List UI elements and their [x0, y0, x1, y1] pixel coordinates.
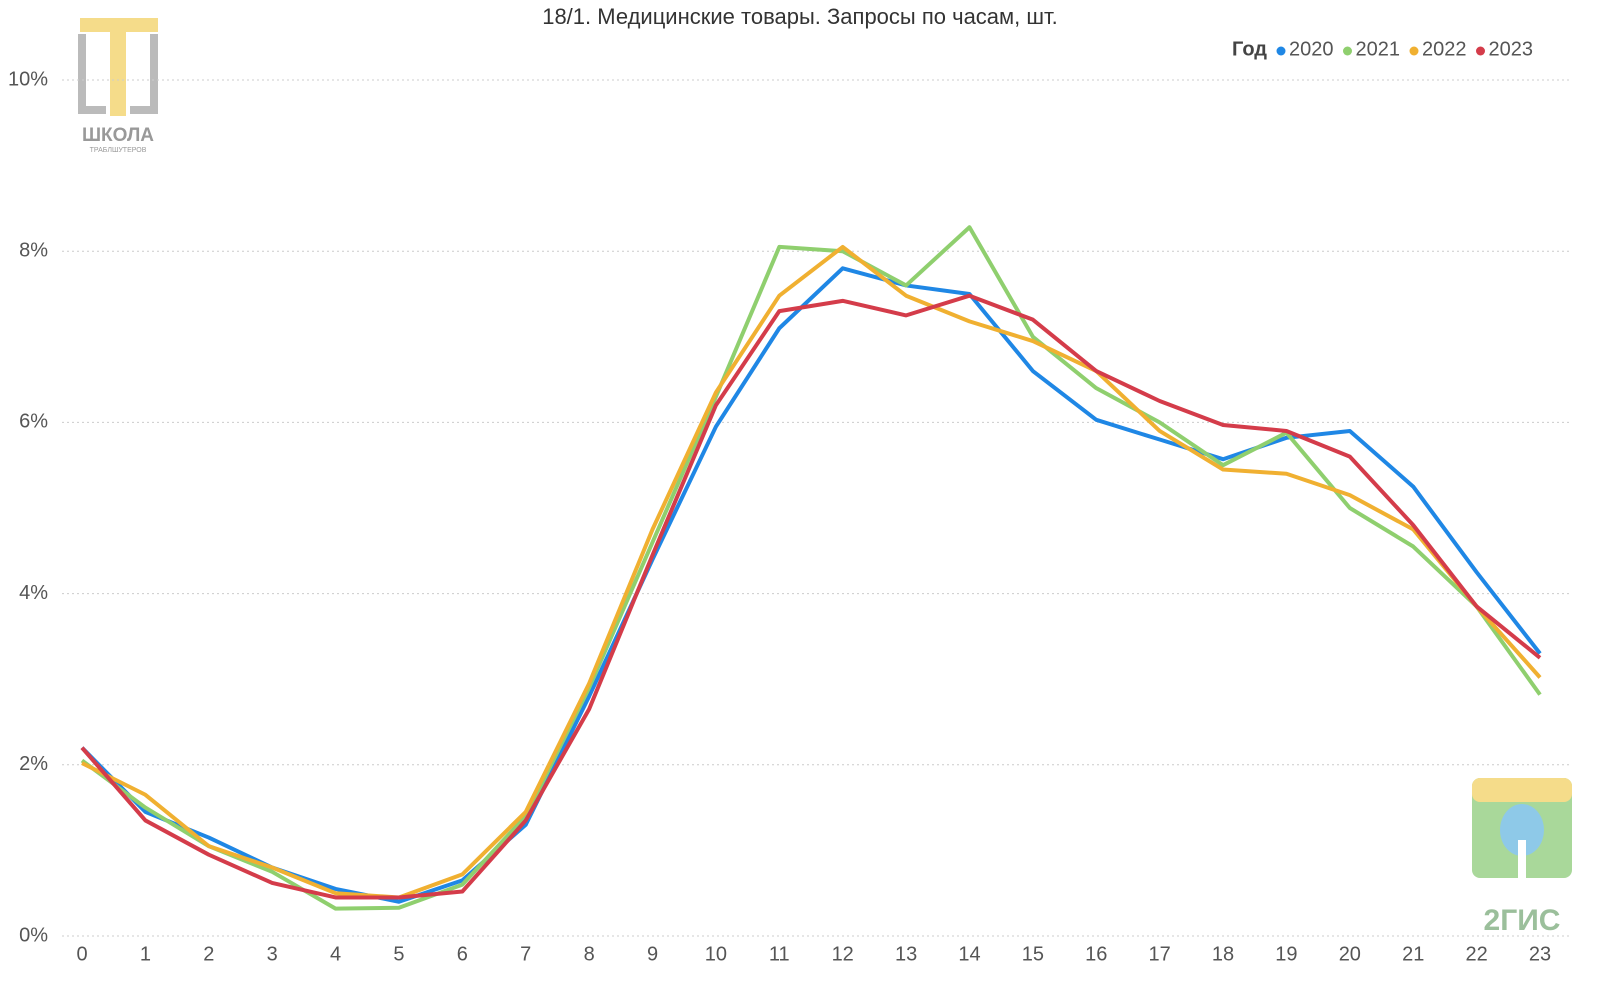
y-tick-label: 0%	[19, 924, 48, 946]
legend-label: 2020	[1289, 38, 1334, 60]
x-tick-label: 3	[267, 943, 278, 965]
series-line	[80, 266, 1542, 904]
gis-logo: 2ГИС	[1472, 778, 1572, 937]
y-tick-label: 6%	[19, 411, 48, 433]
legend: Год 2020 2021 2022 2023	[1232, 38, 1533, 60]
x-tick-label: 23	[1529, 943, 1551, 965]
legend-title: Год	[1232, 38, 1267, 60]
series-line	[81, 244, 1542, 900]
x-tick-label: 6	[457, 943, 468, 965]
legend-marker	[1476, 46, 1485, 56]
legend-marker	[1409, 46, 1419, 56]
x-tick-label: 5	[393, 943, 404, 965]
series-line	[80, 293, 1542, 900]
x-tick-label: 18	[1212, 943, 1234, 965]
x-tick-label: 1	[140, 943, 151, 965]
x-tick-label: 16	[1085, 943, 1107, 965]
y-tick-label: 8%	[19, 239, 48, 261]
logo-subtext: ТРАБЛШУТЕРОВ	[90, 147, 147, 154]
x-tick-label: 2	[203, 943, 214, 965]
x-tick-label: 7	[520, 943, 531, 965]
x-tick-label: 21	[1402, 943, 1424, 965]
x-tick-label: 19	[1275, 943, 1297, 965]
logo-text: 2ГИС	[1484, 904, 1561, 937]
x-tick-label: 12	[832, 943, 854, 965]
legend-label: 2023	[1489, 38, 1534, 60]
x-tick-label: 14	[958, 943, 980, 965]
x-tick-label: 13	[895, 943, 917, 965]
chart-title: 18/1. Медицинские товары. Запросы по час…	[542, 4, 1058, 29]
x-tick-label: 9	[647, 943, 658, 965]
x-tick-label: 17	[1149, 943, 1171, 965]
x-tick-label: 20	[1339, 943, 1361, 965]
x-tick-label: 22	[1465, 943, 1487, 965]
legend-label: 2021	[1356, 38, 1401, 60]
x-tick-label: 10	[705, 943, 727, 965]
legend-marker	[1343, 46, 1352, 56]
x-tick-label: 4	[330, 943, 341, 965]
y-tick-label: 10%	[8, 68, 48, 90]
logo-text: ШКОЛА	[82, 125, 154, 146]
legend-label: 2022	[1422, 38, 1467, 60]
x-tick-label: 0	[76, 943, 87, 965]
x-tick-label: 8	[584, 943, 595, 965]
y-tick-label: 4%	[19, 582, 48, 604]
school-logo: ШКОЛА ТРАБЛШУТЕРОВ	[78, 18, 158, 154]
x-tick-label: 11	[769, 943, 790, 965]
y-tick-label: 2%	[19, 753, 48, 775]
series-line	[80, 225, 1542, 911]
legend-marker	[1276, 46, 1286, 56]
x-tick-label: 15	[1022, 943, 1044, 965]
